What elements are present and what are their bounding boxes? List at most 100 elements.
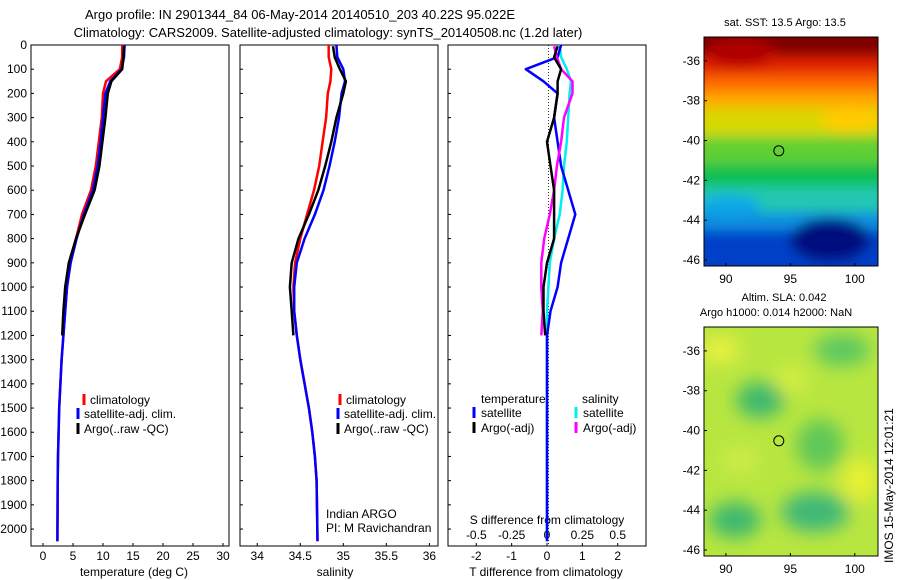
map-x-tick-label: 100	[845, 272, 865, 286]
sla-blob	[842, 458, 878, 502]
sst-blob	[704, 195, 760, 215]
sla-heatmap	[704, 327, 878, 556]
legend-label-satellite: satellite-adj. clim.	[84, 407, 176, 421]
sla-blob	[814, 334, 870, 366]
map-y-tick-label: -44	[683, 213, 701, 227]
depth-tick-label: 1600	[0, 425, 27, 439]
x-tick-label: -2	[471, 549, 482, 563]
sst-band	[704, 136, 878, 166]
sst-band	[704, 92, 878, 112]
sst-map-frame	[703, 36, 879, 267]
x-tick-label: 0	[544, 549, 551, 563]
x-tick-label: 1	[579, 549, 586, 563]
x-tick-label: 2	[614, 549, 621, 563]
depth-tick-label: 1200	[0, 328, 27, 342]
x-tick-label: 10	[96, 549, 110, 563]
legend-title-temperature: temperature	[481, 392, 546, 406]
map-y-tick-label: -42	[683, 463, 701, 477]
s-diff-tick-label: -0.5	[466, 528, 487, 542]
sla-blob	[781, 492, 849, 532]
depth-tick-label: 1500	[0, 401, 27, 415]
salinity-x-axis: 34 34.5 35 35.5 36	[251, 543, 437, 563]
temperature-x-label: temperature (deg C)	[80, 565, 188, 579]
map-y-tick-label: -46	[683, 253, 701, 267]
depth-tick-label: 700	[7, 207, 27, 221]
map-y-tick-label: -42	[683, 173, 701, 187]
legend-label-satellite: satellite-adj. clim.	[344, 407, 436, 421]
map-x-tick-label: 95	[784, 562, 798, 576]
temperature-legend: climatology satellite-adj. clim. Argo(..…	[76, 393, 176, 436]
x-tick-label: 34	[251, 549, 265, 563]
float-pi-note: PI: M Ravichandran	[326, 521, 431, 535]
salinity-satellite-diff-line	[545, 44, 573, 542]
depth-tick-label: 900	[7, 256, 27, 270]
sla-map-frame	[703, 326, 879, 557]
float-program-note: Indian ARGO	[326, 507, 397, 521]
sla-blob	[736, 382, 784, 418]
sst-blob	[820, 108, 878, 132]
temperature-satellite-line	[56, 44, 126, 542]
s-diff-tick-label: -0.25	[498, 528, 526, 542]
map-x-tick-label: 100	[845, 562, 865, 576]
map-y-tick-label: -40	[683, 134, 701, 148]
x-tick-label: 0	[40, 549, 47, 563]
legend-label-t-satellite: satellite	[481, 406, 522, 420]
s-diff-tick-label: 0.25	[571, 528, 595, 542]
salinity-legend: climatology satellite-adj. clim. Argo(..…	[336, 393, 436, 436]
depth-tick-label: 200	[7, 86, 27, 100]
legend-label-argo: Argo(..raw -QC)	[84, 422, 169, 436]
legend-label-t-argo: Argo(-adj)	[481, 421, 534, 435]
temperature-satellite-diff-line	[524, 44, 577, 542]
depth-axis: 0 100 200 300 400 500 600 700 800 900 1000 1100 1200…	[0, 38, 451, 536]
depth-tick-label: 0	[20, 38, 27, 52]
x-tick-label: 35	[337, 549, 351, 563]
legend-label-climatology: climatology	[90, 393, 150, 407]
salinity-argo-line	[288, 46, 348, 336]
sst-blob	[705, 38, 775, 66]
sst-band	[704, 75, 878, 95]
temperature-argo-line	[60, 46, 126, 336]
legend-label-s-argo: Argo(-adj)	[583, 421, 636, 435]
salinity-argo-diff-line	[540, 45, 574, 336]
depth-tick-label: 1900	[0, 498, 27, 512]
depth-tick-label: 2000	[0, 522, 27, 536]
argo-position-marker	[773, 435, 785, 447]
map-y-tick-label: -36	[683, 344, 701, 358]
depth-tick-label: 800	[7, 232, 27, 246]
x-tick-label: 30	[216, 549, 230, 563]
temperature-panel-frame	[30, 44, 230, 547]
sla-map-title-line-1: Altim. SLA: 0.042	[742, 292, 827, 304]
sla-map-axes: 90 95 100 -36 -38 -40 -42 -44 -46	[683, 344, 865, 576]
depth-tick-label: 1700	[0, 449, 27, 463]
argo-position-marker	[773, 145, 785, 157]
salinity-climatology-line	[292, 45, 333, 542]
x-tick-label: 20	[156, 549, 170, 563]
depth-tick-label: 500	[7, 159, 27, 173]
x-tick-label: 34.5	[289, 549, 313, 563]
s-diff-tick-label: 0.5	[609, 528, 626, 542]
map-x-tick-label: 90	[719, 272, 733, 286]
map-y-tick-label: -40	[683, 424, 701, 438]
x-tick-label: -1	[506, 549, 517, 563]
x-tick-label: 36	[423, 549, 437, 563]
map-y-tick-label: -38	[683, 94, 701, 108]
sla-blob	[774, 368, 806, 392]
sla-blob	[709, 502, 761, 538]
depth-tick-label: 300	[7, 111, 27, 125]
depth-tick-label: 1000	[0, 280, 27, 294]
depth-tick-label: 1300	[0, 353, 27, 367]
sst-heatmap	[704, 37, 878, 266]
sst-map-title: sat. SST: 13.5 Argo: 13.5	[724, 17, 846, 29]
x-tick-label: 25	[186, 549, 200, 563]
x-tick-label: 15	[126, 549, 140, 563]
sla-blob	[796, 419, 844, 471]
sst-map-axes: 90 95 100 -36 -38 -40 -42 -44 -46	[683, 54, 865, 286]
map-x-tick-label: 95	[784, 272, 798, 286]
depth-tick-label: 400	[7, 135, 27, 149]
legend-title-salinity: salinity	[582, 392, 619, 406]
legend-label-s-satellite: satellite	[583, 406, 624, 420]
map-x-tick-label: 90	[719, 562, 733, 576]
sst-band	[704, 164, 878, 188]
sla-map-title-line-2: Argo h1000: 0.014 h2000: NaN	[700, 307, 852, 319]
legend-label-argo: Argo(..raw -QC)	[344, 422, 429, 436]
